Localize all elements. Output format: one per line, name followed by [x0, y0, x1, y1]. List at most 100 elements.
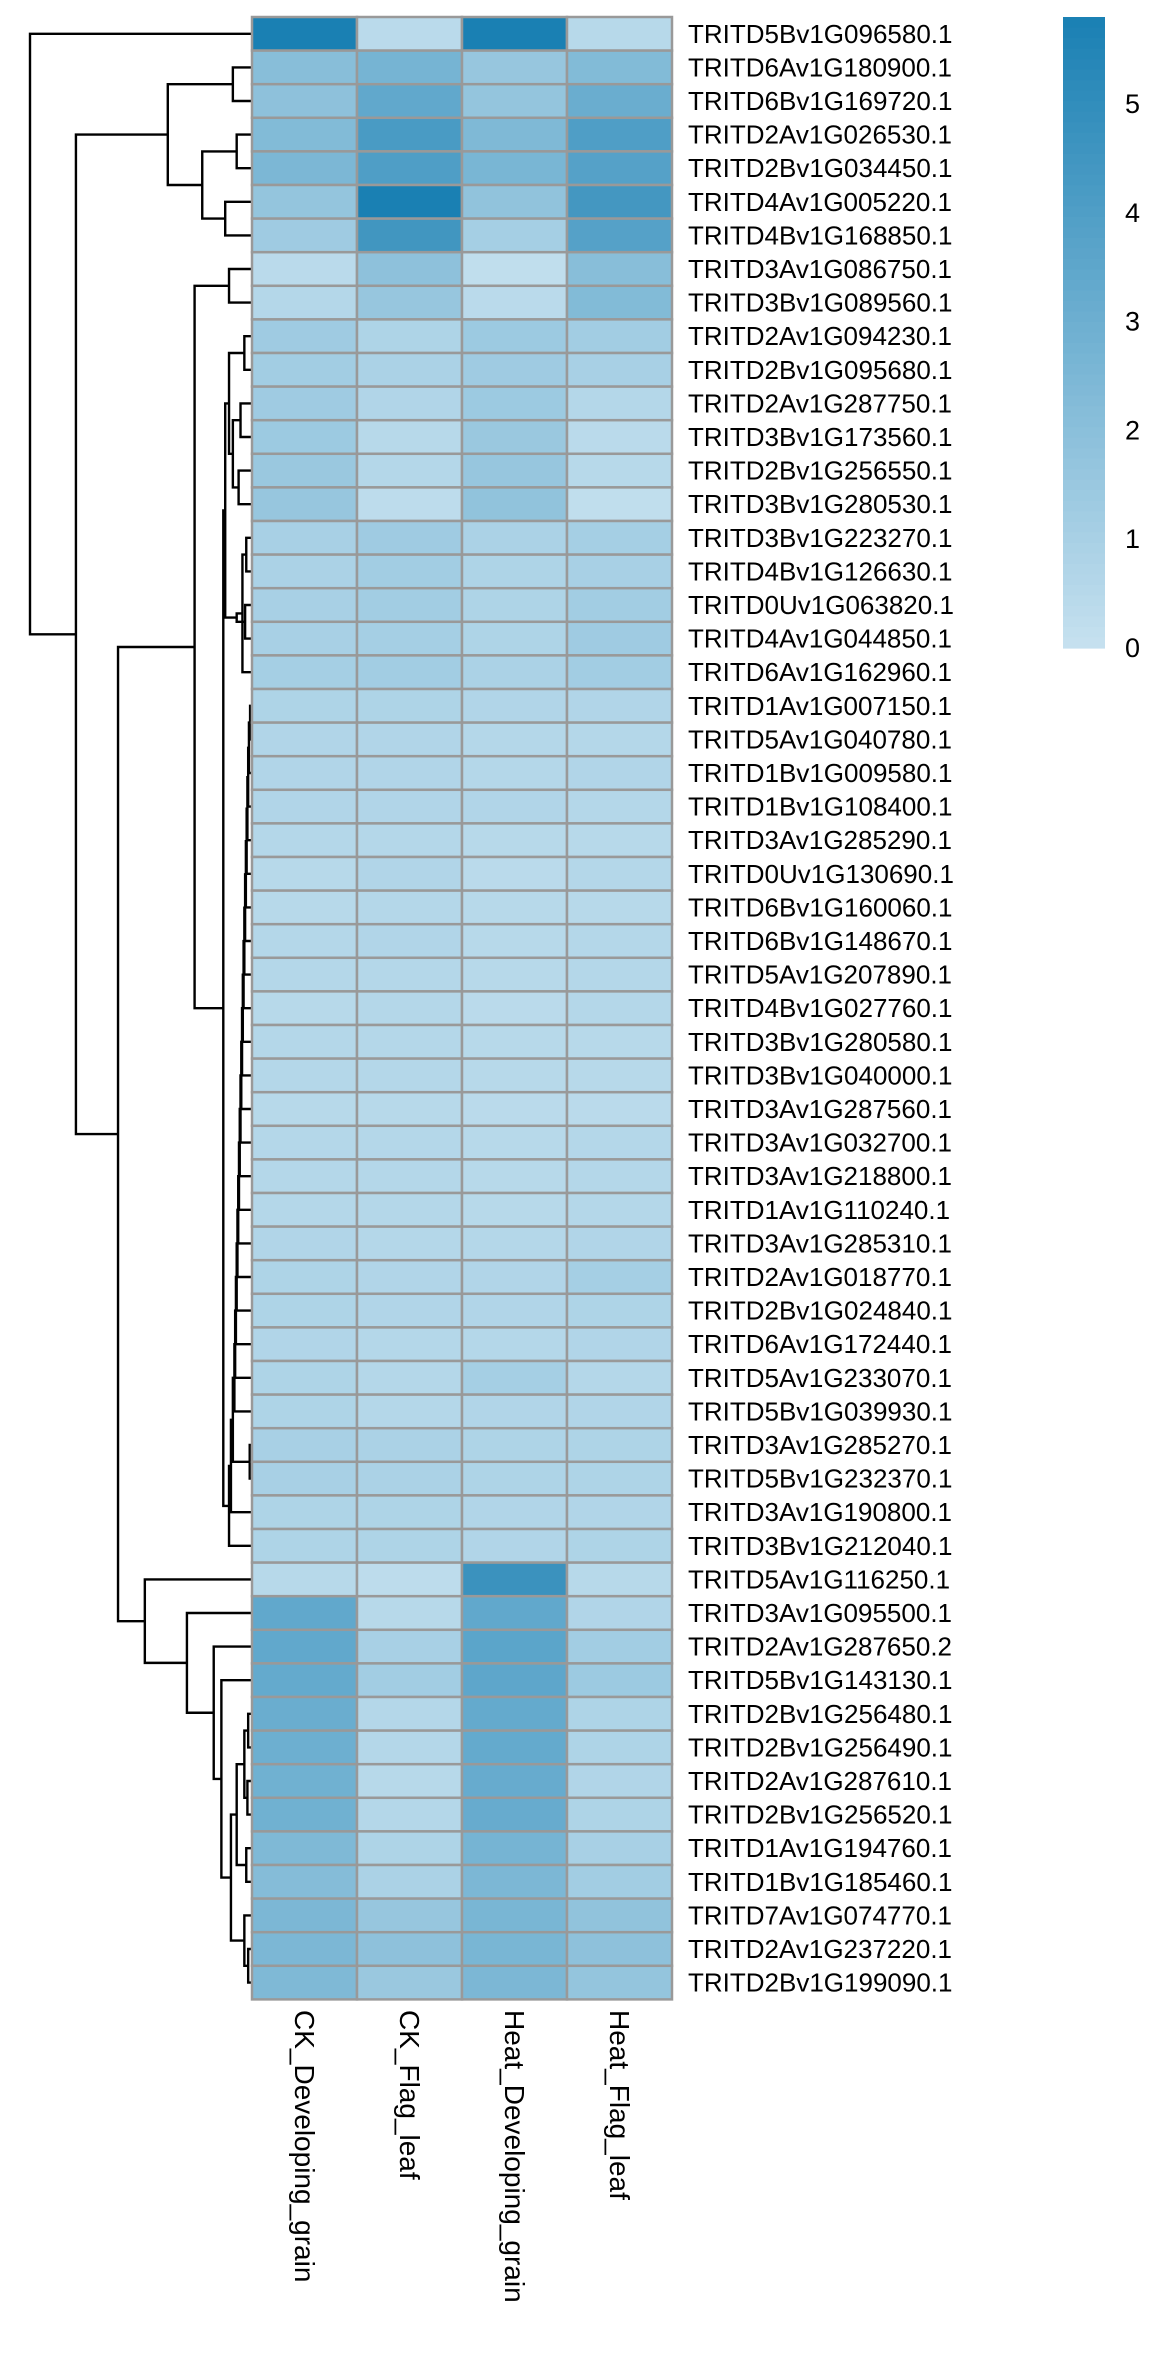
legend-gradient-segment [1063, 311, 1105, 323]
heatmap-cell [355, 418, 464, 456]
heatmap-cell [565, 922, 674, 960]
dendrogram-branch [237, 469, 252, 506]
dendrogram-branch [143, 1578, 252, 1665]
row-label: TRITD2Bv1G256490.1 [688, 1732, 952, 1762]
heatmap-cell [355, 1796, 464, 1833]
heatmap-cell [355, 1527, 464, 1564]
heatmap-cell [460, 654, 569, 691]
heatmap-cell [565, 1561, 674, 1598]
row-label: TRITD3Bv1G089560.1 [688, 288, 952, 318]
heatmap-cell [250, 1393, 359, 1430]
row-label: TRITD3Av1G285270.1 [688, 1430, 952, 1460]
heatmap-cell [460, 1359, 569, 1396]
heatmap-cell [460, 1930, 569, 1968]
row-label: TRITD3Bv1G223270.1 [688, 523, 952, 553]
dendrogram-branch [185, 1611, 252, 1714]
heatmap-cell [355, 217, 464, 254]
heatmap-cell [250, 1863, 359, 1900]
column-labels: CK_Developing_grain CK_Flag_leaf Heat_Deve… [289, 2010, 635, 2303]
heatmap-cell [460, 385, 569, 422]
heatmap-cell [565, 250, 674, 288]
heatmap-cell [460, 1191, 569, 1228]
dendrogram-branch [166, 83, 233, 187]
heatmap-cell [250, 1695, 359, 1732]
heatmap-cell [460, 284, 569, 321]
heatmap-cell [460, 49, 569, 86]
heatmap-cell [250, 1729, 359, 1766]
dendrogram-branch [245, 536, 252, 573]
row-label: TRITD3Av1G218800.1 [688, 1161, 952, 1191]
heatmap-cell [355, 1057, 464, 1094]
row-label: TRITD6Av1G180900.1 [688, 52, 952, 82]
dendrogram-branch [246, 1779, 252, 1816]
legend-gradient-segment [1063, 248, 1105, 260]
legend-gradient-segment [1063, 353, 1105, 365]
heatmap-cell [355, 1930, 464, 1968]
heatmap-cell [460, 855, 569, 892]
legend-tick-label: 2 [1125, 415, 1140, 445]
heatmap-cell [250, 1964, 359, 2001]
heatmap-cell [460, 351, 569, 388]
heatmap-cell [565, 1729, 674, 1766]
heatmap-cell [250, 150, 359, 187]
heatmap-cell [565, 586, 674, 624]
heatmap-cell [250, 990, 359, 1027]
heatmap-cell [460, 1225, 569, 1262]
heatmap-cell [250, 687, 359, 724]
dendrogram-branch [235, 133, 252, 170]
legend-gradient-segment [1063, 595, 1105, 607]
legend-gradient-segment [1063, 479, 1105, 491]
heatmap-cell [460, 1695, 569, 1732]
heatmap-cell [565, 1191, 674, 1228]
heatmap-cell [250, 1057, 359, 1094]
legend-gradient-segment [1063, 227, 1105, 239]
row-label: TRITD3Bv1G212040.1 [688, 1531, 952, 1561]
heatmap-cell [460, 486, 569, 523]
heatmap-cell [355, 1426, 464, 1464]
heatmap-cell [460, 1964, 569, 2001]
dendrogram-branch [235, 612, 246, 623]
heatmap-cell [565, 150, 674, 187]
dendrogram-branch [212, 1645, 252, 1781]
legend-gradient-segment [1063, 458, 1105, 470]
column-label: CK_Flag_leaf [394, 2010, 425, 2180]
row-label: TRITD3Av1G285310.1 [688, 1228, 952, 1258]
row-label: TRITD1Bv1G108400.1 [688, 792, 952, 822]
color-legend: 0 1 2 3 4 5 [1063, 17, 1140, 663]
heatmap-cell [460, 116, 569, 153]
heatmap-cell [565, 1225, 674, 1262]
heatmap-cell [250, 418, 359, 456]
row-label: TRITD2Av1G026530.1 [688, 120, 952, 150]
heatmap-cell [460, 1628, 569, 1665]
legend-gradient-segment [1063, 332, 1105, 344]
row-label: TRITD3Bv1G173560.1 [688, 422, 952, 452]
legend-gradient-segment [1063, 637, 1105, 649]
heatmap-cell [250, 922, 359, 960]
legend-gradient-segment [1063, 111, 1105, 123]
heatmap-cell [250, 1662, 359, 1699]
row-label: TRITD3Av1G285290.1 [688, 825, 952, 855]
legend-gradient-segment [1063, 584, 1105, 597]
heatmap-cell [355, 654, 464, 691]
legend-gradient-segment [1063, 500, 1105, 512]
heatmap-cell [460, 990, 569, 1027]
heatmap-cell [460, 1393, 569, 1430]
legend-gradient-segment [1063, 406, 1105, 418]
heatmap-cell [250, 1225, 359, 1262]
heatmap-cell [250, 1326, 359, 1363]
heatmap-cell [565, 1695, 674, 1732]
heatmap-cell [355, 284, 464, 321]
heatmap-cell [250, 788, 359, 825]
row-label: TRITD2Bv1G024840.1 [688, 1296, 952, 1326]
heatmap-cell [460, 82, 569, 120]
heatmap-cell [250, 1930, 359, 1968]
heatmap-cell [565, 183, 674, 220]
heatmap-cell [460, 150, 569, 187]
legend-gradient-segment [1063, 437, 1105, 449]
legend-gradient-segment [1063, 27, 1105, 39]
heatmap-cell [355, 687, 464, 724]
legend-gradient-segment [1063, 90, 1105, 102]
legend-gradient-segment [1063, 174, 1105, 186]
heatmap-cell [355, 990, 464, 1027]
legend-gradient-segment [1063, 122, 1105, 134]
